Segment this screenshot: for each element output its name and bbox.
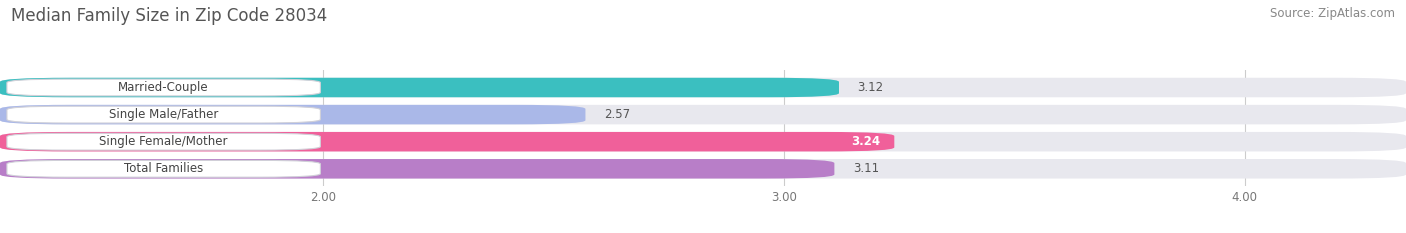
Text: Married-Couple: Married-Couple: [118, 81, 209, 94]
FancyBboxPatch shape: [0, 105, 1406, 124]
FancyBboxPatch shape: [7, 106, 321, 123]
Text: Total Families: Total Families: [124, 162, 204, 175]
Text: Single Male/Father: Single Male/Father: [108, 108, 218, 121]
FancyBboxPatch shape: [0, 159, 834, 178]
Text: 3.11: 3.11: [853, 162, 879, 175]
FancyBboxPatch shape: [7, 133, 321, 150]
Text: Single Female/Mother: Single Female/Mother: [100, 135, 228, 148]
Text: 3.12: 3.12: [858, 81, 883, 94]
FancyBboxPatch shape: [0, 132, 1406, 151]
FancyBboxPatch shape: [0, 132, 894, 151]
FancyBboxPatch shape: [0, 159, 1406, 178]
FancyBboxPatch shape: [7, 160, 321, 177]
FancyBboxPatch shape: [7, 79, 321, 96]
FancyBboxPatch shape: [0, 105, 585, 124]
Text: 3.24: 3.24: [852, 135, 880, 148]
Text: Source: ZipAtlas.com: Source: ZipAtlas.com: [1270, 7, 1395, 20]
Text: Median Family Size in Zip Code 28034: Median Family Size in Zip Code 28034: [11, 7, 328, 25]
FancyBboxPatch shape: [0, 78, 839, 97]
FancyBboxPatch shape: [0, 78, 1406, 97]
Text: 2.57: 2.57: [605, 108, 630, 121]
